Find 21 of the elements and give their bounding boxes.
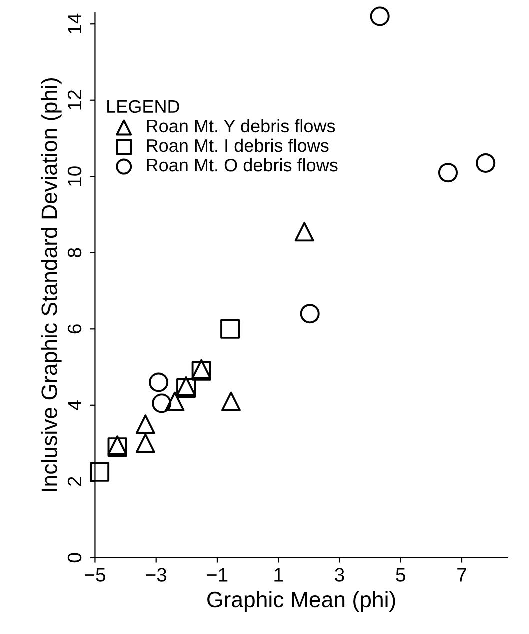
legend-title: LEGEND bbox=[108, 100, 180, 114]
y-tick-label: 0 bbox=[68, 553, 82, 563]
x-axis-title: Graphic Mean (phi) bbox=[208, 591, 396, 612]
x-tick-label: −5 bbox=[85, 568, 106, 582]
y-tick-label: 6 bbox=[68, 324, 82, 334]
x-tick-label: 5 bbox=[396, 568, 406, 582]
x-tick-label: 3 bbox=[335, 568, 344, 582]
y-tick-label: 4 bbox=[68, 400, 82, 410]
x-tick-label: 1 bbox=[274, 568, 284, 582]
x-tick-label: −1 bbox=[207, 568, 228, 582]
x-tick-label: −3 bbox=[146, 568, 167, 582]
y-tick-label: 2 bbox=[68, 477, 82, 486]
legend-label: Roan Mt. I debris flows bbox=[147, 138, 329, 152]
y-tick-label: 14 bbox=[68, 14, 82, 34]
y-axis-title: Inclusive Graphic Standard Deviation (phi) bbox=[41, 78, 62, 492]
x-tick-label: 7 bbox=[458, 568, 466, 582]
legend-label: Roan Mt. O debris flows bbox=[147, 158, 338, 172]
y-tick-label: 8 bbox=[68, 248, 82, 258]
legend-label: Roan Mt. Y debris flows bbox=[147, 119, 336, 133]
y-tick-label: 12 bbox=[68, 90, 82, 110]
y-tick-label: 10 bbox=[68, 166, 82, 186]
